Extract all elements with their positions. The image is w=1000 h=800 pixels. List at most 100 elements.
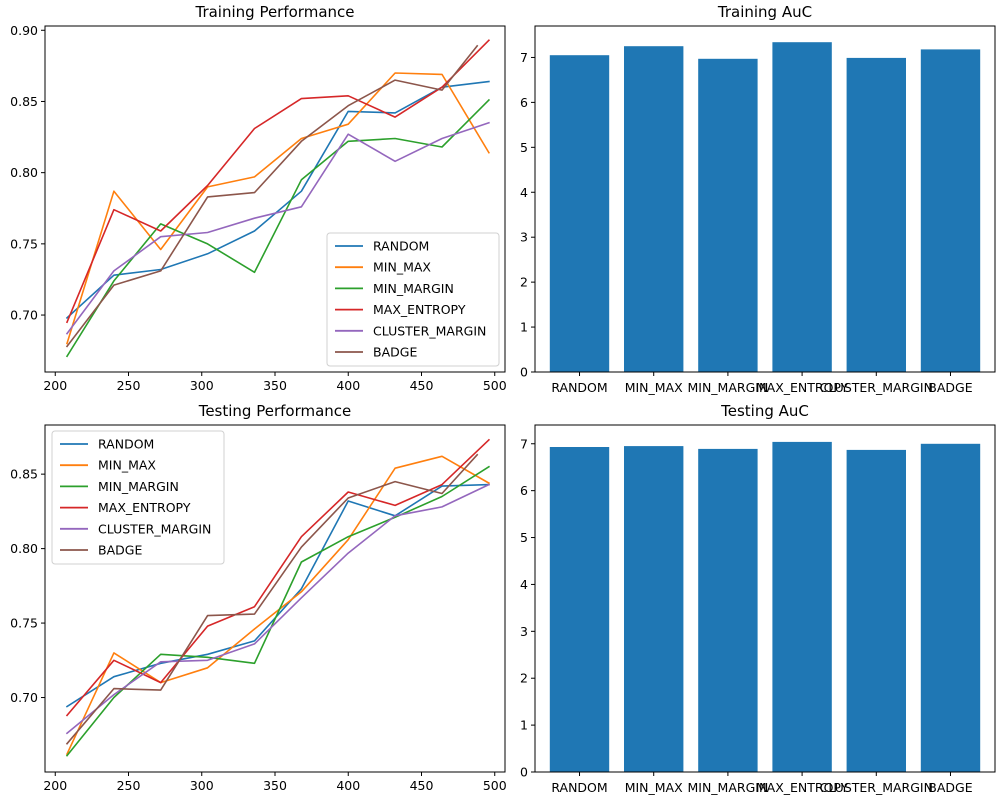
testing-auc-xtick-label-max-entropy: MAX_ENTROPY xyxy=(756,780,849,795)
training-auc-ytick-label: 1 xyxy=(520,320,528,335)
training-auc-bar-min-max xyxy=(624,46,684,372)
training-performance-ytick-label: 0.90 xyxy=(10,23,38,38)
training-auc-ytick-label: 0 xyxy=(520,365,528,380)
testing-performance-legend-label-random: RANDOM xyxy=(98,437,154,452)
testing-auc-bar-random xyxy=(549,447,610,772)
training-performance-xtick-label: 450 xyxy=(410,378,434,393)
training-performance-xtick-label: 300 xyxy=(190,378,214,393)
testing-performance-ytick-label: 0.75 xyxy=(10,616,38,631)
training-performance-title: Training Performance xyxy=(194,3,354,21)
testing-performance-series-badge xyxy=(65,453,479,745)
testing-auc-ytick-label: 6 xyxy=(520,483,528,498)
training-auc-ytick-label: 4 xyxy=(520,185,528,200)
testing-performance-xtick-label: 500 xyxy=(483,778,507,793)
training-performance-series-max-entropy xyxy=(65,39,491,324)
training-performance-series-badge xyxy=(65,44,479,348)
training-performance-legend-label-random: RANDOM xyxy=(373,239,429,254)
testing-performance-ytick-label: 0.85 xyxy=(10,467,38,482)
testing-performance-axes-frame xyxy=(44,424,506,773)
training-performance-series-cluster-margin xyxy=(65,121,490,335)
testing-performance-xtick-label: 350 xyxy=(263,778,287,793)
training-auc-ytick-label: 3 xyxy=(520,230,528,245)
testing-auc-ytick-label: 1 xyxy=(520,718,528,733)
training-performance-axes-frame xyxy=(44,25,506,373)
training-performance-ytick-label: 0.85 xyxy=(10,94,38,109)
testing-auc-ytick-label: 7 xyxy=(520,436,528,451)
testing-auc-bar-min-max xyxy=(624,446,684,772)
testing-auc-bar-badge xyxy=(920,443,981,772)
testing-performance-legend-label-max-entropy: MAX_ENTROPY xyxy=(98,500,191,515)
training-auc-xtick-label-min-margin: MIN_MARGIN xyxy=(687,380,768,395)
training-auc-panel: Training AuC 0 1 2 3 4 5 6 7 RANDOM MIN_MAX MIN_MA… xyxy=(520,3,996,395)
training-auc-bar-cluster-margin xyxy=(846,57,906,373)
testing-auc-xtick-label-badge: BADGE xyxy=(928,780,972,795)
training-performance-xtick-label: 350 xyxy=(263,378,287,393)
testing-auc-ytick-label: 3 xyxy=(520,624,528,639)
training-performance-xtick-label: 400 xyxy=(336,378,360,393)
training-performance-ytick-label: 0.75 xyxy=(10,236,38,251)
training-auc-axes-frame xyxy=(534,25,996,373)
training-performance-legend-frame xyxy=(326,232,500,367)
training-auc-bar-random xyxy=(549,55,610,372)
testing-performance-series-random xyxy=(65,483,490,708)
testing-performance-legend-label-min-margin: MIN_MARGIN xyxy=(98,479,179,494)
testing-performance-panel: Testing Performance 0.70 0.75 0.80 0.85 200 2… xyxy=(10,402,507,793)
testing-auc-ytick-label: 0 xyxy=(520,765,528,780)
training-performance-series-min-margin xyxy=(65,98,491,358)
testing-auc-xtick-label-cluster-margin: CLUSTER_MARGIN xyxy=(820,780,933,795)
training-auc-xtick-label-badge: BADGE xyxy=(928,380,972,395)
testing-performance-xtick-label: 250 xyxy=(117,778,141,793)
training-auc-ytick-label: 5 xyxy=(520,140,528,155)
testing-performance-xtick-label: 200 xyxy=(43,778,67,793)
training-auc-ytick-label: 2 xyxy=(520,275,528,290)
training-performance-ytick-label: 0.80 xyxy=(10,165,38,180)
testing-performance-legend-label-cluster-margin: CLUSTER_MARGIN xyxy=(98,521,211,536)
testing-performance-legend-label-badge: BADGE xyxy=(98,543,142,558)
testing-performance-xtick-label: 450 xyxy=(410,778,434,793)
training-auc-bar-min-margin xyxy=(698,58,758,373)
testing-auc-xtick-label-random: RANDOM xyxy=(551,780,607,795)
testing-auc-axes-frame xyxy=(534,424,996,773)
training-performance-legend-label-max-entropy: MAX_ENTROPY xyxy=(373,302,466,317)
testing-performance-legend-label-min-max: MIN_MAX xyxy=(98,458,156,473)
training-auc-xtick-label-min-max: MIN_MAX xyxy=(625,380,683,395)
testing-auc-ytick-label: 2 xyxy=(520,671,528,686)
testing-auc-panel: Testing AuC 0 1 2 3 4 5 6 7 RANDOM MIN_MAX MIN_MAR… xyxy=(520,402,996,795)
training-performance-ytick-label: 0.70 xyxy=(10,308,38,323)
testing-performance-ytick-label: 0.80 xyxy=(10,541,38,556)
testing-performance-series-cluster-margin xyxy=(65,483,490,735)
training-auc-ytick-label: 7 xyxy=(520,50,528,65)
testing-performance-xtick-label: 400 xyxy=(336,778,360,793)
training-performance-series-random xyxy=(65,80,490,320)
training-auc-title: Training AuC xyxy=(717,3,812,21)
training-performance-xtick-label: 200 xyxy=(43,378,67,393)
training-auc-bar-max-entropy xyxy=(772,42,832,372)
testing-auc-bar-min-margin xyxy=(698,448,758,772)
testing-auc-ytick-label: 5 xyxy=(520,530,528,545)
testing-auc-title: Testing AuC xyxy=(720,402,809,420)
training-auc-xtick-label-random: RANDOM xyxy=(551,380,607,395)
training-performance-xtick-label: 500 xyxy=(483,378,507,393)
training-performance-legend-label-min-margin: MIN_MARGIN xyxy=(373,281,454,296)
testing-performance-series-min-max xyxy=(65,455,490,756)
testing-auc-bar-max-entropy xyxy=(772,441,832,772)
training-auc-bar-badge xyxy=(920,49,981,373)
testing-performance-series-max-entropy xyxy=(65,438,491,717)
testing-performance-legend: RANDOM MIN_MAX MIN_MARGIN MAX_ENTROPY CLUSTE… xyxy=(51,430,225,565)
training-performance-xtick-label: 250 xyxy=(117,378,141,393)
training-auc-ytick-label: 6 xyxy=(520,95,528,110)
testing-auc-xtick-label-min-max: MIN_MAX xyxy=(625,780,683,795)
testing-auc-bar-cluster-margin xyxy=(846,449,906,772)
testing-performance-title: Testing Performance xyxy=(198,402,352,420)
training-performance-legend-label-cluster-margin: CLUSTER_MARGIN xyxy=(373,323,486,338)
testing-performance-series-min-margin xyxy=(65,465,491,757)
training-performance-legend: RANDOM MIN_MAX MIN_MARGIN MAX_ENTROPY CLUSTE… xyxy=(326,232,500,367)
training-performance-legend-label-badge: BADGE xyxy=(373,345,417,360)
training-performance-legend-label-min-max: MIN_MAX xyxy=(373,260,431,275)
training-performance-panel: Training Performance 0.70 0.75 0.80 0.85 0.9… xyxy=(10,3,507,393)
testing-performance-legend-frame xyxy=(51,430,225,565)
testing-performance-xtick-label: 300 xyxy=(190,778,214,793)
testing-auc-ytick-label: 4 xyxy=(520,577,528,592)
training-auc-xtick-label-cluster-margin: CLUSTER_MARGIN xyxy=(820,380,933,395)
